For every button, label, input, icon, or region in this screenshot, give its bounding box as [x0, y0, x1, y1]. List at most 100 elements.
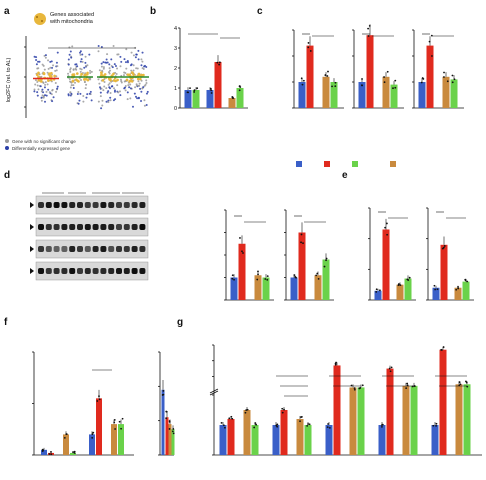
bar-c-chronic-al-point	[302, 79, 305, 82]
gene-point	[72, 86, 75, 89]
bar-g-switch-dral	[402, 385, 410, 455]
blot-band	[116, 202, 122, 208]
blot-arrow	[30, 202, 34, 208]
bar-d-chronic-dr-point	[241, 250, 243, 253]
bar-g-switch-aldr-point	[361, 384, 364, 387]
gene-point	[128, 86, 131, 89]
gene-point	[56, 65, 59, 68]
bar-e-switch-aldr-point	[406, 278, 409, 281]
bar-g-switch-dral-point	[353, 388, 356, 391]
gene-point	[77, 102, 80, 105]
gene-point	[76, 92, 79, 95]
bar-e-chronic-al-point	[375, 288, 378, 291]
bar-f-chronic-al-point	[42, 449, 44, 452]
bar-g-switch-dral	[296, 419, 304, 455]
bar-g-chronic-dr-point	[334, 363, 337, 366]
bar-b-switch5-aldr-point	[193, 91, 196, 93]
gene-point	[136, 67, 139, 70]
bar-g-switch-aldr	[251, 425, 259, 455]
gene-point	[70, 56, 73, 59]
gene-point	[42, 64, 45, 67]
bar-e-switch-dral-point	[457, 287, 460, 290]
mito-gene-point	[77, 80, 80, 83]
blot-arrow	[30, 268, 34, 274]
blot-band	[116, 224, 122, 230]
gene-point	[97, 44, 100, 47]
bar-e-chronic-al-point	[436, 288, 439, 291]
blot-band	[123, 224, 130, 230]
mito-gene-point	[42, 72, 46, 76]
bar-d-chronic-al-point	[294, 275, 297, 278]
gene-point	[88, 92, 91, 95]
gene-point	[97, 50, 100, 53]
gene-point	[100, 107, 103, 110]
gene-point	[101, 104, 104, 107]
gene-point	[102, 89, 105, 92]
bar-d-switch-aldr-point	[266, 278, 269, 281]
mito-icon-dot	[36, 16, 38, 18]
blot-band	[45, 224, 52, 230]
panel-b-chart: 4 3 2 1 0	[174, 26, 248, 112]
gene-point	[79, 51, 82, 54]
gene-point	[109, 92, 112, 95]
bar-c-switch-aldr	[390, 84, 398, 108]
gene-point	[132, 69, 135, 72]
mito-gene-point	[37, 78, 40, 82]
gene-point	[145, 92, 148, 95]
gene-point	[81, 60, 84, 63]
bar-g-switch-dral	[349, 387, 357, 455]
blue-legend-dot	[5, 146, 9, 150]
bar-e-chronic-dr-point	[443, 245, 446, 247]
gene-point	[135, 53, 138, 56]
gene-point	[51, 100, 54, 103]
gene-point	[109, 99, 112, 102]
bar-c-switch-dral-point	[383, 76, 385, 78]
gene-point	[107, 71, 110, 74]
gene-point	[130, 63, 133, 66]
gene-point	[44, 54, 47, 57]
gene-point	[125, 48, 128, 51]
gene-point	[80, 58, 83, 61]
gene-point	[100, 45, 103, 48]
gene-point	[136, 97, 139, 100]
blot-band	[108, 202, 115, 208]
bar-c-chronic-al-point	[420, 81, 423, 84]
gene-point	[82, 100, 85, 103]
blot-band	[45, 246, 52, 252]
bar-b-switch-aldr-point	[238, 89, 241, 92]
bar-c-switch-aldr-point	[334, 85, 337, 88]
bar-b-chronic-al-point	[209, 87, 212, 90]
gene-point	[140, 100, 143, 103]
gene-point	[44, 56, 47, 59]
bar-g-chronic-dr-point	[388, 367, 391, 370]
mito-gene-point	[75, 78, 78, 81]
gene-point	[133, 92, 136, 95]
gene-point	[143, 65, 146, 68]
mito-gene-point	[108, 78, 111, 81]
bar-f-chronic-al	[89, 434, 95, 455]
gene-point	[36, 84, 39, 87]
bar-f-switch-aldr	[118, 424, 124, 455]
bar-g-chronic-al-point	[276, 423, 279, 426]
gene-point	[111, 66, 114, 69]
gene-point	[137, 49, 140, 52]
bar-g-chronic-al-point	[326, 426, 329, 428]
gene-point	[107, 101, 110, 104]
gene-point	[142, 67, 145, 70]
blot-band	[84, 202, 91, 208]
gene-point	[140, 64, 143, 67]
bar-g-chronic-dr	[386, 368, 394, 455]
mito-gene-point	[37, 75, 40, 79]
gene-point	[40, 90, 43, 93]
blot-band	[53, 202, 60, 208]
bar-c-switch-dral-point	[386, 70, 389, 73]
bar-b-switch-dral-point	[231, 97, 234, 99]
gene-point	[68, 77, 71, 80]
bar-e-chronic-al-point	[434, 288, 437, 291]
bar-d-switch-dral-point	[257, 273, 259, 276]
mito-gene-point	[103, 73, 107, 76]
bar-f-dio2-dr	[165, 417, 169, 455]
gene-point	[84, 55, 87, 58]
blot-band	[92, 202, 99, 208]
bar-e-chronic-al-point	[433, 284, 436, 287]
